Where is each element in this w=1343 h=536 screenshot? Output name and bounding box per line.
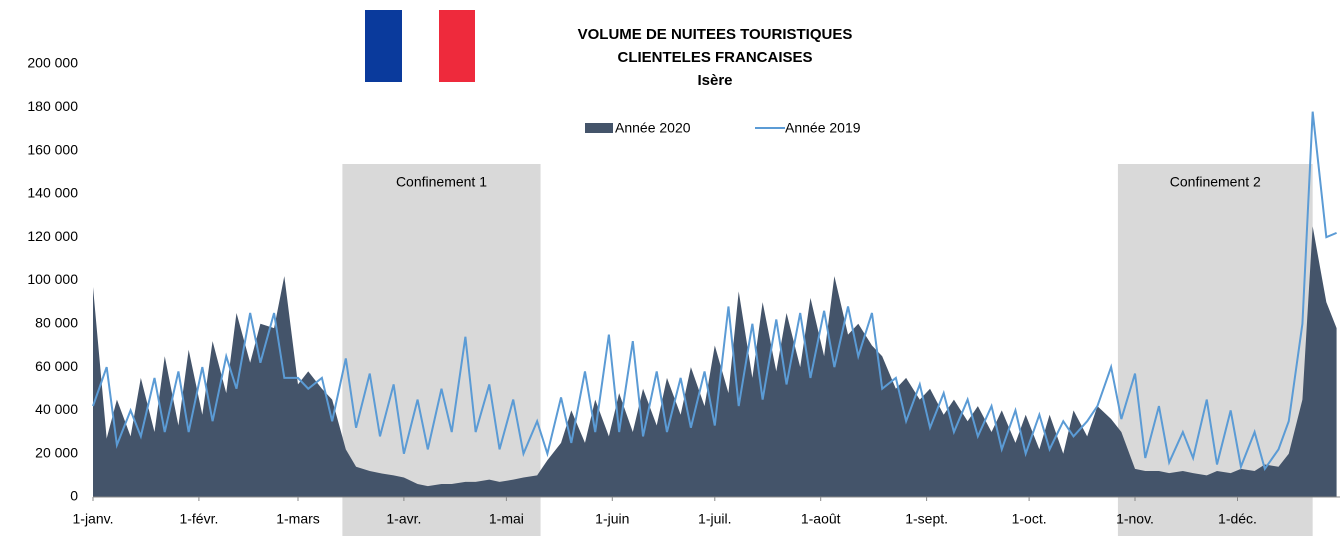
chart-subtitle: CLIENTELES FRANCAISES [617, 49, 812, 66]
x-tick-label: 1-avr. [386, 511, 421, 527]
chart-title: VOLUME DE NUITEES TOURISTIQUES [578, 26, 853, 43]
x-tick-label: 1-sept. [905, 511, 948, 527]
y-tick-label: 140 000 [27, 185, 78, 201]
y-tick-label: 180 000 [27, 98, 78, 114]
x-tick-label: 1-nov. [1116, 511, 1154, 527]
flag-white [402, 10, 439, 82]
line-2019 [92, 111, 1337, 472]
y-tick-label: 40 000 [35, 401, 78, 417]
y-tick-label: 120 000 [27, 228, 78, 244]
annotation: Confinement 2 [1170, 174, 1261, 190]
x-tick-label: 1-mars [276, 511, 320, 527]
x-tick-label: 1-mai [489, 511, 524, 527]
x-tick-label: 1-févr. [179, 511, 218, 527]
flag [365, 10, 475, 82]
area-2020 [93, 226, 1337, 497]
y-tick-label: 20 000 [35, 444, 78, 460]
plot-layer [92, 111, 1337, 497]
x-tick-label: 1-juin [595, 511, 629, 527]
legend-swatch [585, 123, 613, 133]
y-tick-label: 100 000 [27, 271, 78, 287]
flag-red [439, 10, 475, 82]
x-tick-label: 1-oct. [1012, 511, 1047, 527]
y-tick-label: 0 [70, 488, 78, 504]
legend-label: Année 2019 [785, 120, 861, 136]
flag-blue [365, 10, 402, 82]
x-tick-label: 1-janv. [73, 511, 114, 527]
x-tick-label: 1-juil. [698, 511, 731, 527]
annotation: Confinement 1 [396, 174, 487, 190]
y-tick-label: 160 000 [27, 141, 78, 157]
x-tick-label: 1-août [801, 511, 841, 527]
y-tick-label: 60 000 [35, 358, 78, 374]
x-tick-label: 1-déc. [1218, 511, 1257, 527]
label-layer: VOLUME DE NUITEES TOURISTIQUES CLIENTELE… [27, 26, 1340, 527]
y-tick-label: 200 000 [27, 55, 78, 71]
y-tick-label: 80 000 [35, 315, 78, 331]
chart-subtitle: Isère [697, 72, 732, 89]
legend-label: Année 2020 [615, 120, 691, 136]
